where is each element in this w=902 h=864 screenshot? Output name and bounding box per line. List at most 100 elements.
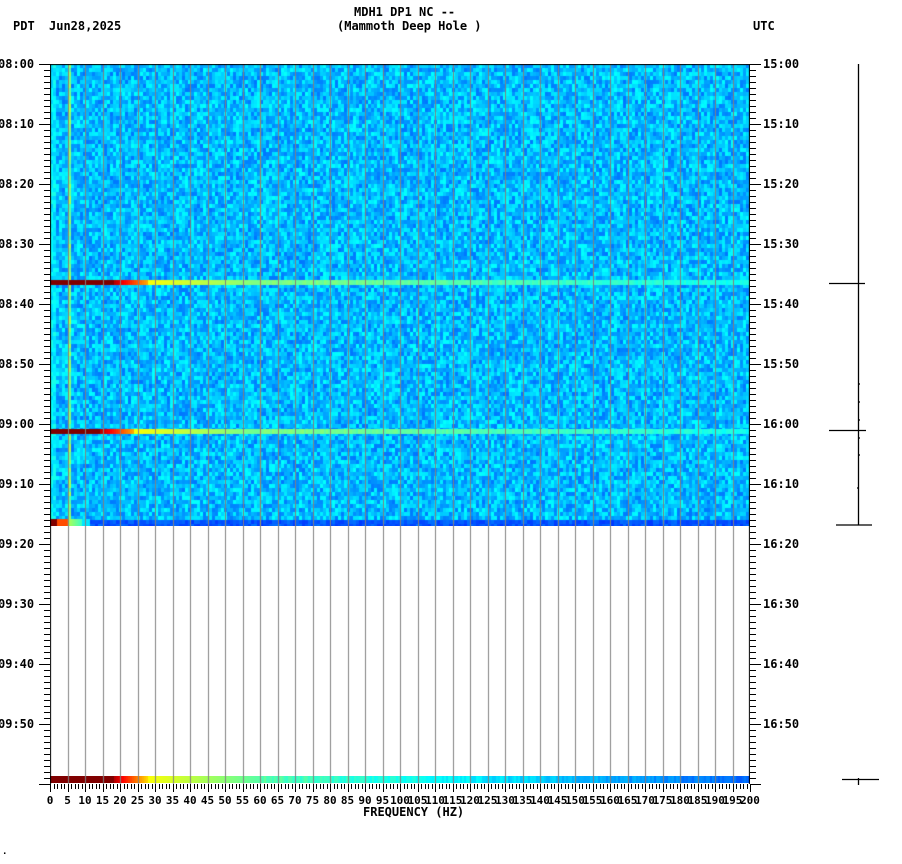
x-minor-tick (572, 784, 573, 789)
left-major-tick (39, 604, 50, 605)
right-minor-tick (750, 508, 756, 509)
x-minor-tick (393, 784, 394, 789)
x-minor-tick (530, 784, 531, 789)
frequency-tick-label: 20 (113, 794, 127, 807)
frequency-tick-label: 180 (670, 794, 690, 807)
left-minor-tick (44, 562, 50, 563)
right-minor-tick (750, 406, 756, 407)
x-minor-tick (124, 784, 125, 789)
x-minor-tick (141, 784, 142, 789)
right-minor-tick (750, 70, 756, 71)
left-minor-tick (44, 580, 50, 581)
x-minor-tick (432, 784, 433, 789)
right-minor-tick (750, 388, 756, 389)
x-major-tick (278, 784, 279, 792)
left-minor-tick (44, 472, 50, 473)
right-minor-tick (750, 328, 756, 329)
right-time-label: 15:30 (763, 237, 800, 251)
x-minor-tick (341, 784, 342, 789)
x-minor-tick (582, 784, 583, 789)
frequency-tick-label: 100 (390, 794, 410, 807)
x-axis-title: FREQUENCY (HZ) (363, 805, 465, 819)
x-minor-tick (719, 784, 720, 789)
right-minor-tick (750, 382, 756, 383)
x-minor-tick (106, 784, 107, 789)
right-minor-tick (750, 82, 756, 83)
header-location-title: (Mammoth Deep Hole ) (337, 19, 482, 33)
right-minor-tick (750, 742, 756, 743)
left-major-tick (39, 184, 50, 185)
x-minor-tick (92, 784, 93, 789)
x-major-tick (558, 784, 559, 792)
left-minor-tick (44, 658, 50, 659)
x-minor-tick (712, 784, 713, 789)
right-minor-tick (750, 292, 756, 293)
right-minor-tick (750, 760, 756, 761)
right-major-tick (750, 64, 761, 65)
frequency-tick-label: 135 (512, 794, 533, 807)
left-minor-tick (44, 574, 50, 575)
x-major-tick (435, 784, 436, 792)
x-minor-tick (638, 784, 639, 789)
left-minor-tick (44, 442, 50, 443)
x-minor-tick (586, 784, 587, 789)
footer-mark: . (2, 847, 8, 857)
left-minor-tick (44, 310, 50, 311)
x-minor-tick (407, 784, 408, 789)
x-minor-tick (652, 784, 653, 789)
left-minor-tick (44, 526, 50, 527)
x-minor-tick (442, 784, 443, 789)
left-minor-tick (44, 334, 50, 335)
left-minor-tick (44, 250, 50, 251)
left-minor-tick (44, 274, 50, 275)
right-minor-tick (750, 100, 756, 101)
left-minor-tick (44, 262, 50, 263)
frequency-tick-label: 0 (46, 794, 54, 807)
right-minor-tick (750, 562, 756, 563)
right-minor-tick (750, 472, 756, 473)
x-major-tick (418, 784, 419, 792)
right-minor-tick (750, 154, 756, 155)
left-minor-tick (44, 94, 50, 95)
x-minor-tick (547, 784, 548, 789)
x-minor-tick (264, 784, 265, 789)
right-minor-tick (750, 580, 756, 581)
right-major-tick (750, 484, 761, 485)
left-minor-tick (44, 382, 50, 383)
x-minor-tick (281, 784, 282, 789)
x-major-tick (348, 784, 349, 792)
x-minor-tick (355, 784, 356, 789)
right-time-label: 15:20 (763, 177, 800, 191)
left-major-tick (39, 664, 50, 665)
left-minor-tick (44, 286, 50, 287)
frequency-tick-label: 145 (547, 794, 568, 807)
x-minor-tick (446, 784, 447, 789)
left-minor-tick (44, 694, 50, 695)
right-minor-tick (750, 772, 756, 773)
frequency-tick-label: 50 (218, 794, 232, 807)
x-minor-tick (134, 784, 135, 789)
x-minor-tick (404, 784, 405, 789)
right-minor-tick (750, 316, 756, 317)
left-minor-tick (44, 496, 50, 497)
x-minor-tick (677, 784, 678, 789)
x-minor-tick (614, 784, 615, 789)
right-minor-tick (750, 754, 756, 755)
x-minor-tick (204, 784, 205, 789)
x-minor-tick (624, 784, 625, 789)
x-minor-tick (176, 784, 177, 789)
x-minor-tick (596, 784, 597, 789)
left-minor-tick (44, 532, 50, 533)
x-minor-tick (621, 784, 622, 789)
x-minor-tick (271, 784, 272, 789)
x-minor-tick (491, 784, 492, 789)
x-minor-tick (670, 784, 671, 789)
frequency-tick-label: 65 (270, 794, 285, 807)
left-major-tick (39, 64, 50, 65)
right-minor-tick (750, 628, 756, 629)
right-time-label: 16:40 (763, 657, 800, 671)
left-minor-tick (44, 148, 50, 149)
right-minor-tick (750, 712, 756, 713)
x-major-tick (155, 784, 156, 792)
left-minor-tick (44, 766, 50, 767)
